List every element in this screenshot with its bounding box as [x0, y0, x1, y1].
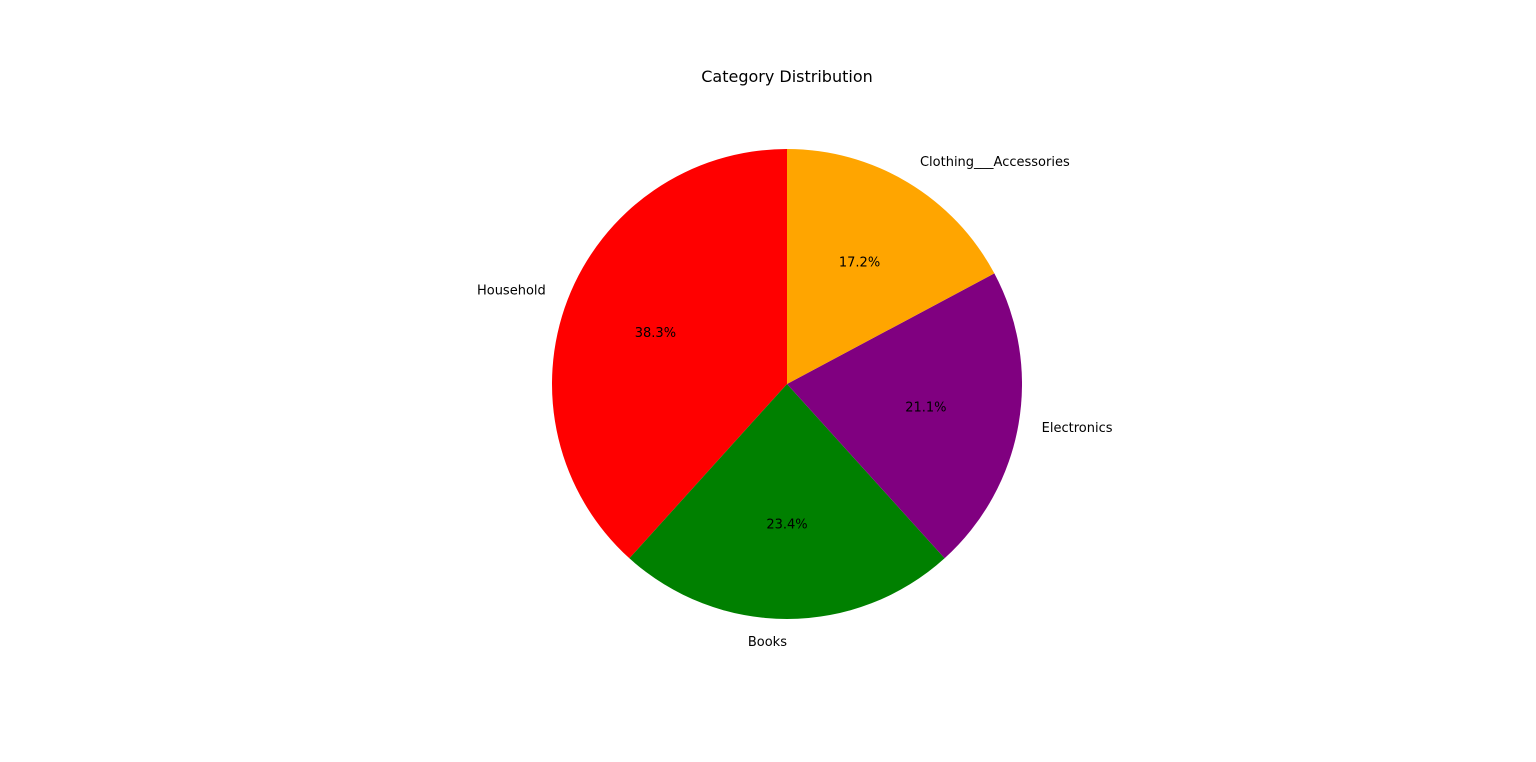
pie-slice-electronics: [787, 273, 1023, 559]
pie-slice-books: [629, 384, 945, 619]
pct-label-household: 38.3%: [635, 326, 676, 341]
pie-slice-clothing-accessories: [787, 149, 995, 384]
pct-label-clothing-accessories: 17.2%: [839, 256, 880, 271]
pie-slices: [552, 149, 1023, 619]
pie-slice-household: [552, 149, 787, 559]
chart-title: Category Distribution: [701, 67, 873, 86]
slice-label-books: Books: [748, 635, 787, 650]
pct-label-electronics: 21.1%: [905, 401, 946, 416]
slice-label-electronics: Electronics: [1042, 421, 1113, 436]
slice-label-household: Household: [477, 284, 546, 299]
slice-label-clothing-accessories: Clothing___Accessories: [920, 155, 1070, 170]
pct-label-books: 23.4%: [766, 518, 807, 533]
pie-labels: Household 38.3% Books 23.4% Electronics 21.1%…: [477, 155, 1113, 650]
